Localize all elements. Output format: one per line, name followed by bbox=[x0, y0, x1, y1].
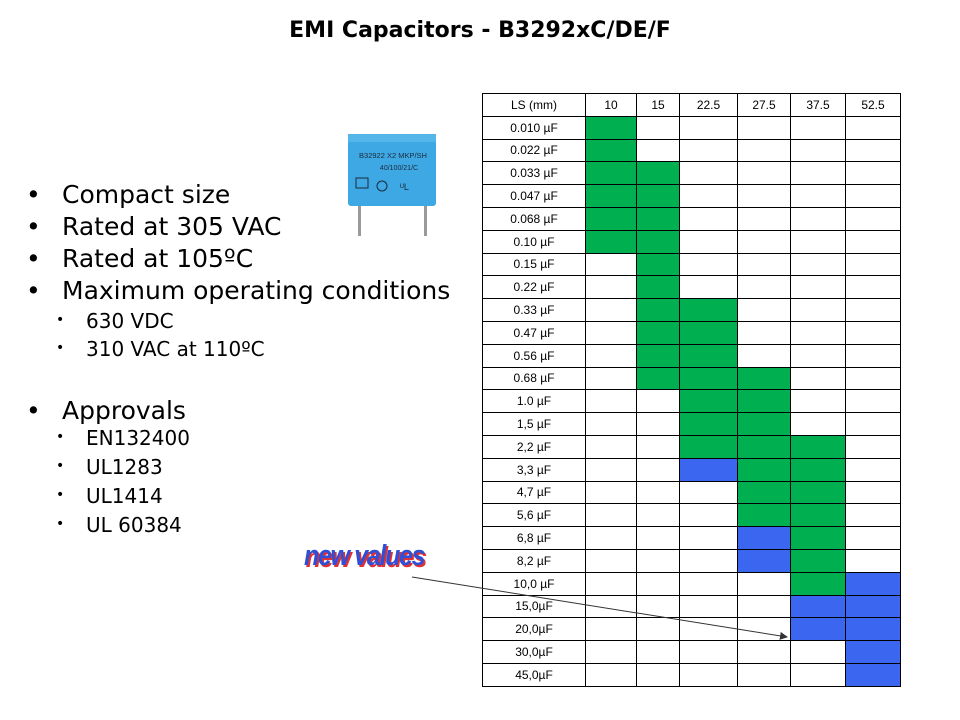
capacitance-cell: 45,0µF bbox=[482, 662, 586, 687]
available-cell bbox=[679, 320, 738, 345]
bullet-marker: • bbox=[26, 244, 41, 273]
capacitance-cell: 10,0 µF bbox=[482, 571, 586, 596]
capacitor-image: B32922 X2 MKP/SH 40/100/21/C ᵁL bbox=[348, 134, 436, 236]
bullet-marker: • bbox=[26, 180, 41, 209]
capacitance-cell: 5,6 µF bbox=[482, 503, 586, 528]
available-cell bbox=[737, 434, 791, 459]
capacitor-label-line1: B32922 X2 MKP/SH bbox=[359, 151, 427, 160]
available-cell bbox=[585, 206, 637, 231]
capacitance-cell: 0.56 µF bbox=[482, 343, 586, 368]
new-value-cell bbox=[845, 594, 901, 619]
bullet-text: UL1414 bbox=[86, 484, 163, 508]
new-value-cell bbox=[845, 640, 901, 664]
bullet-marker: • bbox=[26, 276, 41, 305]
available-cell bbox=[585, 229, 637, 254]
capacitance-cell: 0.15 µF bbox=[482, 252, 586, 277]
capacitance-cell: 0.022 µF bbox=[482, 138, 586, 163]
available-cell bbox=[790, 571, 846, 596]
available-cell bbox=[679, 389, 738, 414]
header-cell: 22.5 bbox=[679, 93, 738, 117]
new-value-cell bbox=[845, 617, 901, 642]
empty-cell bbox=[845, 548, 901, 573]
table-row: 2,2 µF bbox=[482, 434, 901, 459]
available-cell bbox=[636, 298, 680, 322]
new-value-cell bbox=[845, 571, 901, 596]
available-cell bbox=[737, 366, 791, 391]
table-row: 0.56 µF bbox=[482, 343, 901, 368]
header-cell: 52.5 bbox=[845, 93, 901, 117]
new-value-cell bbox=[845, 662, 901, 687]
available-cell bbox=[790, 457, 846, 482]
capacitor-label-line2: 40/100/21/C bbox=[380, 165, 418, 172]
bullet-text: Rated at 305 VAC bbox=[62, 212, 282, 241]
available-cell bbox=[679, 298, 738, 322]
empty-cell bbox=[845, 526, 901, 550]
bullet-text: UL 60384 bbox=[86, 513, 182, 537]
available-cell bbox=[636, 343, 680, 368]
new-values-label: new values bbox=[304, 540, 425, 572]
bullet-marker: • bbox=[56, 429, 65, 445]
table-row: 8,2 µF bbox=[482, 548, 901, 573]
bullet-text: 310 VAC at 110ºC bbox=[86, 337, 265, 361]
table-row: 0.22 µF bbox=[482, 275, 901, 300]
table-row: 6,8 µF bbox=[482, 526, 901, 550]
bullet-marker: • bbox=[56, 516, 65, 532]
available-cell bbox=[585, 184, 637, 208]
table-row: 10,0 µF bbox=[482, 571, 901, 596]
table-row: 20,0µF bbox=[482, 617, 901, 642]
bullet-text: Compact size bbox=[62, 180, 231, 209]
available-cell bbox=[790, 548, 846, 573]
svg-text:ᵁL: ᵁL bbox=[400, 182, 409, 192]
capacitance-pitch-table: LS (mm) 10 15 22.5 27.5 37.5 52.5 0.010 µF 0.02… bbox=[482, 93, 901, 687]
header-cell: 15 bbox=[636, 93, 680, 117]
bullet-text: UL1283 bbox=[86, 455, 163, 479]
available-cell bbox=[737, 480, 791, 505]
table-row: 0.010 µF bbox=[482, 115, 901, 140]
bullet-text: Approvals bbox=[62, 396, 186, 425]
bullet-text: Maximum operating conditions bbox=[62, 276, 451, 305]
bullet-text: 630 VDC bbox=[86, 309, 174, 333]
bullet-marker: • bbox=[56, 312, 65, 328]
table-row: 0.022 µF bbox=[482, 138, 901, 163]
new-value-cell bbox=[790, 594, 846, 619]
bullet-text: EN132400 bbox=[86, 426, 190, 450]
bullet-text: Rated at 105ºC bbox=[62, 244, 254, 273]
capacitance-cell: 30,0µF bbox=[482, 640, 586, 664]
table-row: 5,6 µF bbox=[482, 503, 901, 528]
available-cell bbox=[585, 115, 637, 140]
bullet-marker: • bbox=[56, 340, 65, 356]
new-value-cell bbox=[679, 457, 738, 482]
available-cell bbox=[737, 389, 791, 414]
table-header-row: LS (mm) 10 15 22.5 27.5 37.5 52.5 bbox=[482, 93, 901, 117]
available-cell bbox=[737, 503, 791, 528]
available-cell bbox=[790, 434, 846, 459]
available-cell bbox=[636, 184, 680, 208]
table-row: 0.033 µF bbox=[482, 161, 901, 186]
bullet-marker: • bbox=[56, 458, 65, 474]
bullet-marker: • bbox=[26, 396, 41, 425]
capacitance-cell: 0.22 µF bbox=[482, 275, 586, 300]
empty-cell bbox=[845, 503, 901, 528]
capacitance-cell: 3,3 µF bbox=[482, 457, 586, 482]
table-row: 0.10 µF bbox=[482, 229, 901, 254]
slide-title: EMI Capacitors - B3292xC/DE/F bbox=[289, 18, 671, 43]
available-cell bbox=[737, 412, 791, 436]
new-value-cell bbox=[737, 526, 791, 550]
capacitance-cell: 6,8 µF bbox=[482, 526, 586, 550]
bullet-marker: • bbox=[56, 487, 65, 503]
capacitance-cell: 0.10 µF bbox=[482, 229, 586, 254]
capacitance-cell: 20,0µF bbox=[482, 617, 586, 642]
bullet-marker: • bbox=[26, 212, 41, 241]
table-row: 3,3 µF bbox=[482, 457, 901, 482]
table-row: 4,7 µF bbox=[482, 480, 901, 505]
capacitance-cell: 8,2 µF bbox=[482, 548, 586, 573]
available-cell bbox=[790, 526, 846, 550]
table-row: 30,0µF bbox=[482, 640, 901, 664]
table-row: 45,0µF bbox=[482, 662, 901, 687]
available-cell bbox=[585, 138, 637, 163]
table-row: 0.068 µF bbox=[482, 206, 901, 231]
table-row: 1.0 µF bbox=[482, 389, 901, 414]
